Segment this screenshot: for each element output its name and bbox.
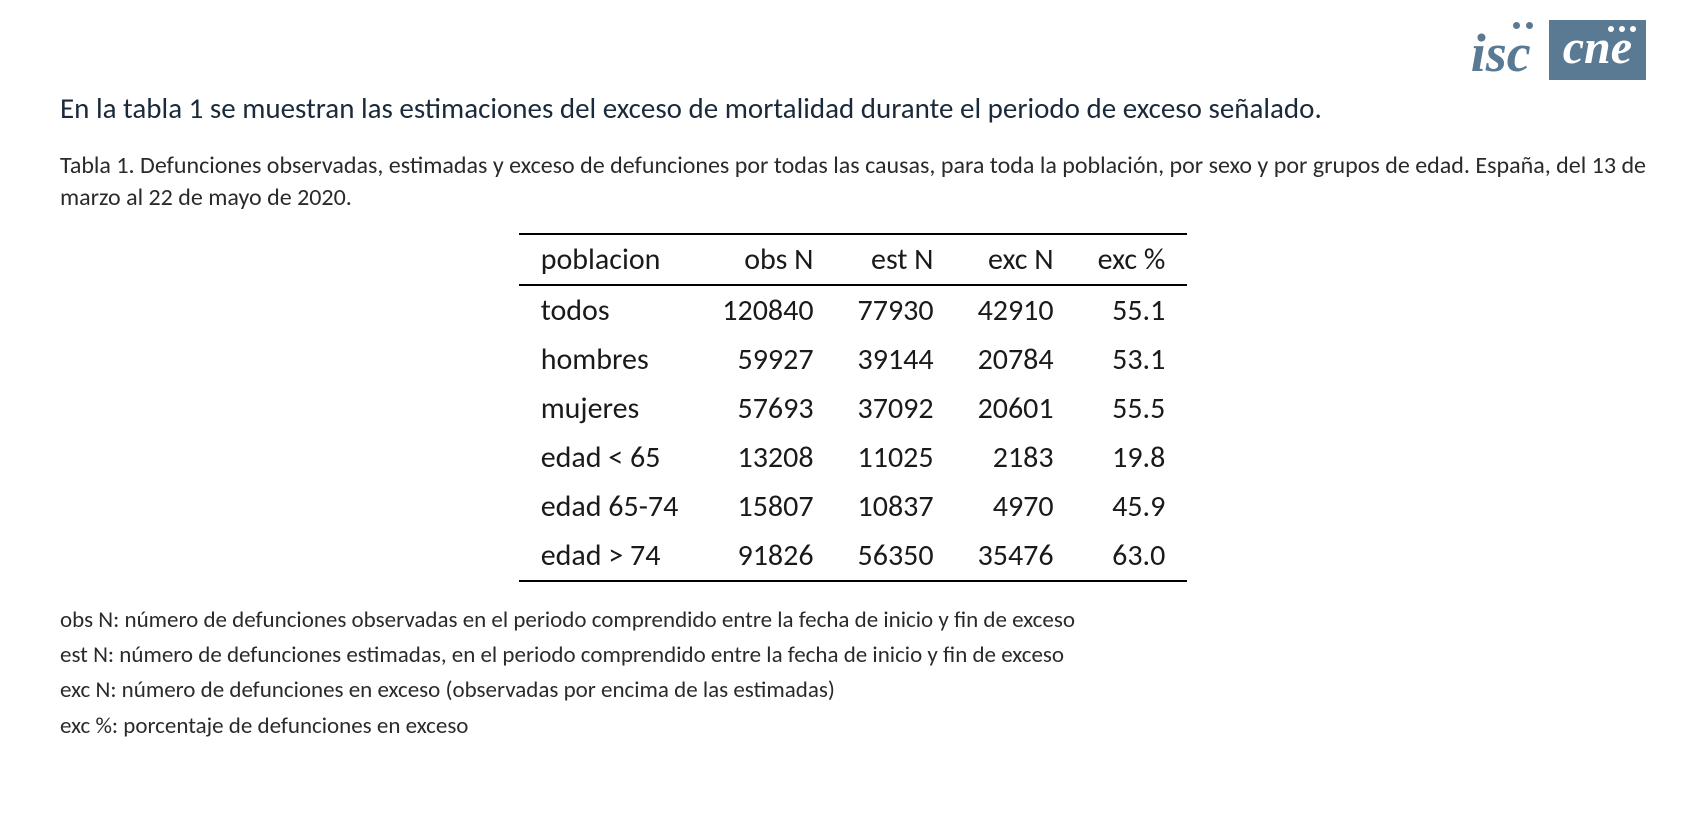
- col-exc-n: exc N: [956, 234, 1076, 285]
- cell-poblacion: edad 65-74: [519, 482, 701, 531]
- cell-exc-pct: 55.5: [1076, 384, 1188, 433]
- cell-exc-n: 42910: [956, 285, 1076, 335]
- cell-obs-n: 91826: [700, 531, 835, 581]
- cell-est-n: 11025: [836, 433, 956, 482]
- table-caption: Tabla 1. Defunciones observadas, estimad…: [60, 150, 1646, 215]
- cell-poblacion: edad < 65: [519, 433, 701, 482]
- cell-exc-n: 4970: [956, 482, 1076, 531]
- cell-est-n: 56350: [836, 531, 956, 581]
- cell-exc-pct: 53.1: [1076, 335, 1188, 384]
- table-row: edad 65-74 15807 10837 4970 45.9: [519, 482, 1188, 531]
- cell-obs-n: 120840: [700, 285, 835, 335]
- cell-exc-pct: 45.9: [1076, 482, 1188, 531]
- table-row: hombres 59927 39144 20784 53.1: [519, 335, 1188, 384]
- cell-poblacion: todos: [519, 285, 701, 335]
- footnote-line: exc N: número de defunciones en exceso (…: [60, 674, 1646, 707]
- cell-est-n: 77930: [836, 285, 956, 335]
- col-exc-pct: exc %: [1076, 234, 1188, 285]
- cell-obs-n: 13208: [700, 433, 835, 482]
- cell-poblacion: hombres: [519, 335, 701, 384]
- cell-est-n: 10837: [836, 482, 956, 531]
- col-est-n: est N: [836, 234, 956, 285]
- isc-logo-text: isc: [1471, 23, 1531, 83]
- cne-logo-dots: [1608, 26, 1636, 32]
- footnotes-block: obs N: número de defunciones observadas …: [60, 604, 1646, 743]
- cell-exc-n: 20601: [956, 384, 1076, 433]
- cell-poblacion: edad > 74: [519, 531, 701, 581]
- header-logos: isc cne: [60, 20, 1646, 80]
- isc-logo-dots: [1513, 22, 1533, 29]
- table-row: mujeres 57693 37092 20601 55.5: [519, 384, 1188, 433]
- cell-est-n: 37092: [836, 384, 956, 433]
- cell-exc-pct: 19.8: [1076, 433, 1188, 482]
- footnote-line: est N: número de defunciones estimadas, …: [60, 639, 1646, 672]
- footnote-line: obs N: número de defunciones observadas …: [60, 604, 1646, 637]
- cell-exc-n: 35476: [956, 531, 1076, 581]
- table-row: edad < 65 13208 11025 2183 19.8: [519, 433, 1188, 482]
- table-header-row: poblacion obs N est N exc N exc %: [519, 234, 1188, 285]
- table-row: edad > 74 91826 56350 35476 63.0: [519, 531, 1188, 581]
- intro-paragraph: En la tabla 1 se muestran las estimacion…: [60, 90, 1646, 126]
- cell-obs-n: 57693: [700, 384, 835, 433]
- cell-obs-n: 59927: [700, 335, 835, 384]
- table-row: todos 120840 77930 42910 55.1: [519, 285, 1188, 335]
- cne-logo: cne: [1549, 20, 1646, 80]
- col-obs-n: obs N: [700, 234, 835, 285]
- cell-exc-pct: 55.1: [1076, 285, 1188, 335]
- cell-poblacion: mujeres: [519, 384, 701, 433]
- cell-obs-n: 15807: [700, 482, 835, 531]
- table-body: todos 120840 77930 42910 55.1 hombres 59…: [519, 285, 1188, 581]
- cell-est-n: 39144: [836, 335, 956, 384]
- cell-exc-pct: 63.0: [1076, 531, 1188, 581]
- cell-exc-n: 20784: [956, 335, 1076, 384]
- isc-logo: isc: [1465, 26, 1537, 80]
- footnote-line: exc %: porcentaje de defunciones en exce…: [60, 710, 1646, 743]
- mortality-table: poblacion obs N est N exc N exc % todos …: [519, 233, 1188, 582]
- cell-exc-n: 2183: [956, 433, 1076, 482]
- col-poblacion: poblacion: [519, 234, 701, 285]
